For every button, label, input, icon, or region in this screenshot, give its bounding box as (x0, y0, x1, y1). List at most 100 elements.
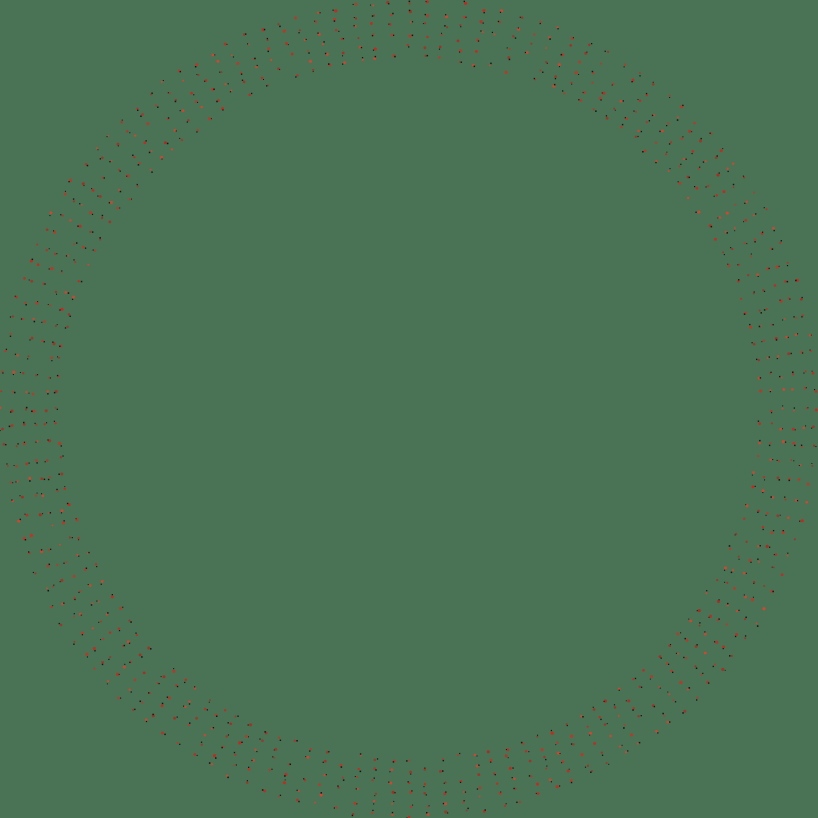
scatter-dot (719, 149, 723, 153)
scatter-dot-speck (764, 479, 766, 481)
scatter-dot-speck (737, 264, 739, 266)
scatter-dot (665, 662, 669, 665)
scatter-dot (620, 125, 623, 129)
scatter-dot-speck (246, 780, 248, 782)
scatter-dot-speck (309, 750, 311, 752)
scatter-dot (655, 160, 658, 163)
scatter-dot (294, 16, 298, 20)
scatter-dot-speck (62, 455, 64, 457)
scatter-dot (335, 806, 338, 809)
scatter-dot (46, 587, 48, 590)
scatter-dot-speck (796, 500, 799, 502)
scatter-dot (57, 356, 61, 359)
scatter-dot (41, 339, 44, 342)
scatter-dot-speck (645, 92, 648, 95)
scatter-dot (160, 80, 163, 83)
scatter-dot-speck (106, 683, 108, 685)
scatter-dot-speck (442, 802, 445, 805)
scatter-dot (268, 768, 271, 772)
scatter-dot-speck (251, 759, 253, 762)
scatter-dot (776, 476, 780, 480)
scatter-dot (61, 214, 64, 217)
scatter-dot (35, 374, 38, 377)
scatter-dot-speck (745, 572, 747, 574)
scatter-dot-speck (19, 518, 22, 521)
scatter-dot-speck (161, 702, 164, 705)
scatter-dot-speck (542, 71, 544, 73)
scatter-dot (277, 795, 280, 798)
scatter-dot (617, 687, 621, 691)
scatter-dot-speck (52, 341, 54, 343)
scatter-dot-speck (758, 325, 761, 328)
scatter-dot-speck (640, 715, 642, 717)
scatter-dot (574, 71, 578, 75)
scatter-dot (757, 358, 761, 362)
scatter-dot (36, 243, 39, 246)
scatter-dot-speck (554, 78, 557, 80)
scatter-dot-speck (408, 9, 411, 12)
scatter-dot-speck (33, 320, 36, 323)
scatter-dot-speck (669, 721, 671, 723)
scatter-dot-speck (528, 751, 530, 753)
scatter-dot-speck (151, 171, 153, 173)
scatter-dot-speck (659, 130, 661, 133)
scatter-dot-speck (782, 319, 784, 321)
scatter-dot (700, 673, 703, 676)
scatter-dot-speck (428, 805, 430, 807)
scatter-dot (0, 390, 3, 393)
scatter-dot-speck (483, 12, 485, 14)
scatter-dot (462, 790, 466, 794)
scatter-dot (143, 141, 147, 145)
scatter-dot-speck (685, 158, 687, 160)
scatter-dot (181, 109, 185, 112)
scatter-dot-speck (58, 622, 60, 625)
scatter-dot-speck (408, 0, 411, 3)
scatter-dot (600, 751, 603, 754)
scatter-dot-speck (148, 151, 151, 154)
scatter-dot (742, 571, 746, 575)
scatter-dot (107, 134, 110, 137)
scatter-dot-speck (746, 243, 748, 245)
scatter-dot (645, 121, 648, 124)
scatter-dot-speck (19, 495, 21, 497)
scatter-dot (592, 72, 595, 75)
scatter-dot-speck (210, 118, 212, 120)
scatter-dot-speck (497, 20, 500, 23)
scatter-dot-speck (459, 752, 461, 755)
scatter-dot (750, 598, 754, 602)
scatter-dot (204, 79, 208, 82)
scatter-dot (788, 477, 791, 481)
scatter-dot-speck (145, 720, 148, 723)
scatter-dot (29, 533, 33, 538)
scatter-dot-speck (328, 751, 330, 753)
scatter-dot-speck (37, 374, 39, 376)
scatter-dot-speck (108, 658, 110, 661)
scatter-dot (297, 790, 300, 792)
scatter-dot (462, 801, 465, 804)
scatter-dot-speck (459, 51, 461, 53)
scatter-dot-speck (463, 800, 465, 802)
scatter-dot-speck (305, 38, 307, 41)
scatter-dot (738, 263, 741, 266)
scatter-dot (323, 759, 327, 763)
scatter-dot (632, 707, 635, 710)
scatter-dot (784, 498, 787, 501)
scatter-dot (691, 149, 695, 153)
scatter-dot (319, 793, 323, 797)
scatter-dot-speck (637, 99, 639, 101)
scatter-dot (438, 56, 441, 59)
scatter-dot-speck (807, 407, 809, 409)
scatter-dot (780, 376, 783, 379)
scatter-dot-speck (14, 353, 17, 355)
scatter-dot-speck (63, 602, 65, 604)
scatter-dot (811, 372, 815, 375)
scatter-dot-speck (524, 51, 526, 54)
scatter-dot-speck (762, 231, 764, 233)
scatter-dot-speck (161, 158, 163, 160)
scatter-dot (725, 623, 728, 626)
scatter-dot (771, 496, 775, 499)
scatter-dot (722, 190, 726, 194)
scatter-dot-speck (426, 54, 429, 57)
scatter-dot-speck (394, 792, 396, 794)
scatter-dot (149, 168, 152, 171)
